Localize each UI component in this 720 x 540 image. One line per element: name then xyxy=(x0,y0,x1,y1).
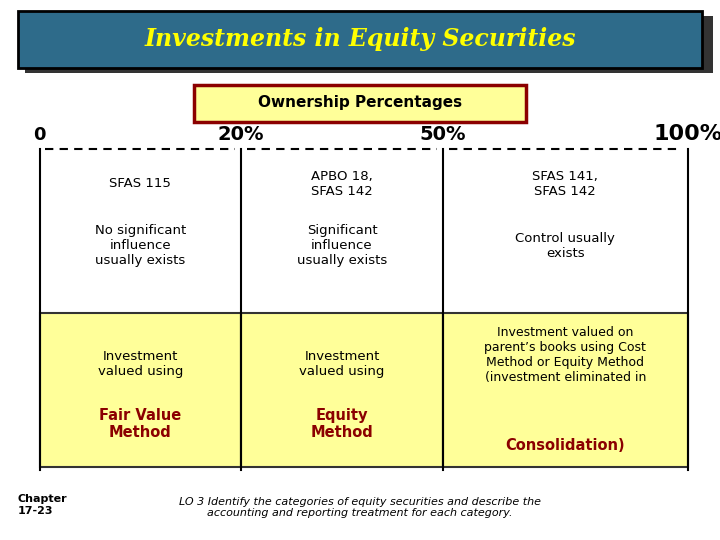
Text: Equity
Method: Equity Method xyxy=(310,408,374,440)
Text: 20%: 20% xyxy=(218,125,264,144)
Text: Consolidation): Consolidation) xyxy=(505,438,625,453)
FancyBboxPatch shape xyxy=(443,313,688,467)
Text: APBO 18,
SFAS 142: APBO 18, SFAS 142 xyxy=(311,170,373,198)
FancyBboxPatch shape xyxy=(18,11,702,68)
Text: 50%: 50% xyxy=(420,125,466,144)
Text: LO 3 Identify the categories of equity securities and describe the
accounting an: LO 3 Identify the categories of equity s… xyxy=(179,497,541,518)
Text: 100%: 100% xyxy=(653,124,720,144)
Text: Investments in Equity Securities: Investments in Equity Securities xyxy=(144,27,576,51)
Text: 0: 0 xyxy=(33,126,46,144)
Text: Investment
valued using: Investment valued using xyxy=(300,350,384,378)
Text: No significant
influence
usually exists: No significant influence usually exists xyxy=(95,224,186,267)
Text: Investment
valued using: Investment valued using xyxy=(98,350,183,378)
Text: Significant
influence
usually exists: Significant influence usually exists xyxy=(297,224,387,267)
Text: Chapter
17-23: Chapter 17-23 xyxy=(18,494,68,516)
FancyBboxPatch shape xyxy=(40,313,241,467)
Text: SFAS 141,
SFAS 142: SFAS 141, SFAS 142 xyxy=(532,170,598,198)
Text: Control usually
exists: Control usually exists xyxy=(516,232,615,260)
FancyBboxPatch shape xyxy=(241,313,443,467)
FancyBboxPatch shape xyxy=(25,16,713,73)
Text: SFAS 115: SFAS 115 xyxy=(109,177,171,190)
Text: Investment valued on
parent’s books using Cost
Method or Equity Method
(investme: Investment valued on parent’s books usin… xyxy=(485,326,646,384)
FancyBboxPatch shape xyxy=(194,85,526,122)
Text: Fair Value
Method: Fair Value Method xyxy=(99,408,181,440)
Text: Ownership Percentages: Ownership Percentages xyxy=(258,95,462,110)
